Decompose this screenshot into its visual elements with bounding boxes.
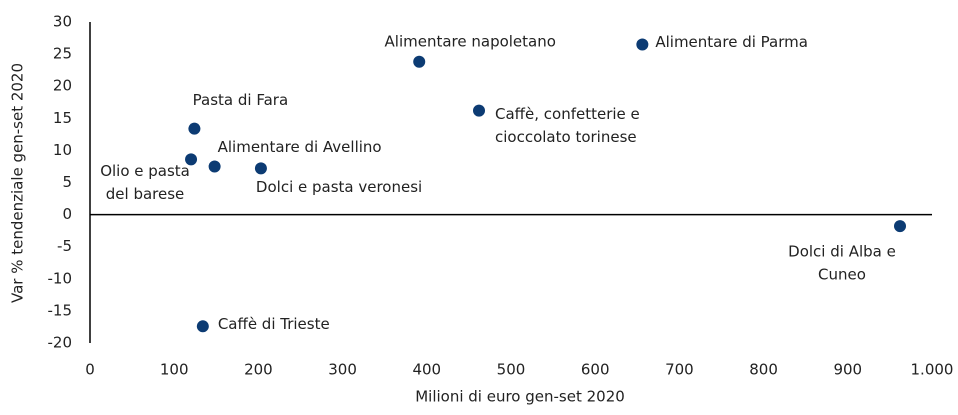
x-tick-label: 300 [328,361,357,379]
point-label: Alimentare di Parma [655,33,808,51]
x-tick-label: 0 [85,361,95,379]
x-tick-label: 100 [160,361,189,379]
y-tick-label: -5 [57,237,72,255]
y-tick-label: 15 [53,109,72,127]
point [894,220,907,233]
x-tick-label: 800 [749,361,778,379]
point-label: Olio e pasta [100,162,190,180]
y-tick-label: -15 [48,301,73,319]
point-label: Alimentare di Avellino [218,138,382,156]
x-tick-label: 600 [581,361,610,379]
point-label: Pasta di Fara [193,91,288,109]
point-label: Dolci di Alba e [788,243,896,261]
y-axis-title: Var % tendenziale gen-set 2020 [9,63,27,303]
x-axis-title: Milioni di euro gen-set 2020 [415,388,625,406]
point [636,38,649,51]
y-tick-label: 5 [62,173,72,191]
y-tick-label: -10 [48,269,73,287]
point [254,162,267,175]
point [185,153,198,166]
y-tick-label: 30 [53,13,72,31]
x-tick-label: 500 [497,361,526,379]
x-tick-label: 200 [244,361,273,379]
point [208,160,221,173]
point [413,55,426,68]
point-label: Alimentare napoletano [385,32,556,50]
point-label: Caffè di Trieste [218,315,330,333]
x-tick-label: 700 [665,361,694,379]
point-label: del barese [106,185,185,203]
x-tick-label: 400 [412,361,441,379]
y-tick-label: 10 [53,141,72,159]
x-tick-label: 1.000 [911,361,954,379]
x-tick-label: 900 [833,361,862,379]
y-tick-label: 0 [62,205,72,223]
point [473,104,486,117]
y-tick-label: -20 [48,334,73,352]
point-label: Caffè, confetterie e [495,105,640,123]
point [196,320,209,333]
point-label: Cuneo [818,266,866,284]
point-label: Dolci e pasta veronesi [256,178,422,196]
point-label: cioccolato torinese [495,128,637,146]
point [188,122,201,135]
y-tick-label: 20 [53,77,72,95]
y-tick-label: 25 [53,45,72,63]
